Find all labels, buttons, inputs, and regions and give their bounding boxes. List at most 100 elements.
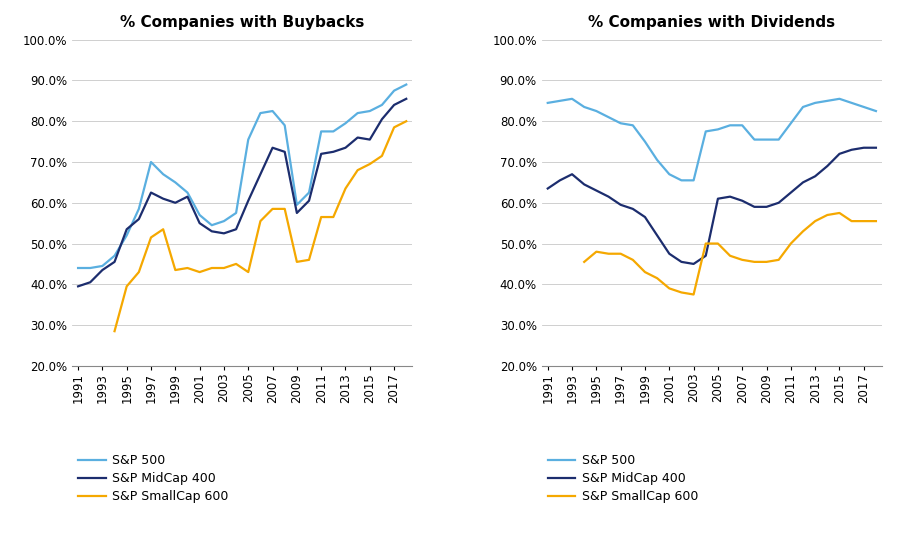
S&P SmallCap 600: [664, 285, 675, 292]
S&P MidCap 400: [688, 261, 699, 267]
S&P MidCap 400: [822, 163, 832, 169]
S&P 500: [316, 128, 327, 134]
S&P 500: [761, 136, 772, 143]
S&P 500: [255, 110, 266, 116]
S&P 500: [652, 157, 662, 163]
S&P 500: [737, 122, 748, 129]
S&P MidCap 400: [676, 259, 687, 265]
S&P MidCap 400: [279, 148, 290, 155]
S&P MidCap 400: [194, 220, 205, 226]
S&P MidCap 400: [627, 206, 638, 212]
S&P SmallCap 600: [846, 218, 857, 224]
S&P SmallCap 600: [859, 218, 869, 224]
S&P SmallCap 600: [194, 269, 205, 275]
S&P MidCap 400: [859, 145, 869, 151]
Title: % Companies with Dividends: % Companies with Dividends: [589, 15, 835, 30]
S&P 500: [400, 81, 411, 88]
S&P MidCap 400: [846, 146, 857, 153]
S&P SmallCap 600: [834, 210, 845, 216]
S&P 500: [870, 108, 881, 114]
S&P 500: [303, 189, 314, 196]
S&P 500: [158, 171, 168, 178]
S&P MidCap 400: [170, 200, 181, 206]
S&P MidCap 400: [870, 145, 881, 151]
S&P SmallCap 600: [870, 218, 881, 224]
S&P SmallCap 600: [279, 206, 290, 212]
S&P SmallCap 600: [158, 226, 168, 232]
S&P 500: [724, 122, 735, 129]
S&P 500: [567, 96, 578, 102]
Line: S&P MidCap 400: S&P MidCap 400: [78, 99, 406, 286]
S&P 500: [786, 120, 796, 126]
S&P SmallCap 600: [797, 228, 808, 235]
S&P 500: [616, 120, 626, 126]
Legend: S&P 500, S&P MidCap 400, S&P SmallCap 600: S&P 500, S&P MidCap 400, S&P SmallCap 60…: [78, 454, 229, 503]
S&P MidCap 400: [737, 197, 748, 204]
S&P MidCap 400: [303, 197, 314, 204]
S&P 500: [859, 104, 869, 110]
S&P 500: [122, 232, 132, 239]
S&P 500: [219, 218, 230, 224]
S&P 500: [97, 263, 108, 269]
S&P SmallCap 600: [133, 269, 144, 275]
S&P MidCap 400: [352, 134, 363, 141]
S&P MidCap 400: [761, 203, 772, 210]
S&P MidCap 400: [219, 230, 230, 237]
S&P MidCap 400: [567, 171, 578, 178]
S&P 500: [700, 128, 711, 134]
S&P 500: [554, 97, 565, 104]
S&P 500: [243, 136, 254, 143]
S&P SmallCap 600: [219, 265, 230, 271]
S&P 500: [352, 110, 363, 116]
S&P SmallCap 600: [724, 252, 735, 259]
S&P 500: [146, 159, 157, 165]
S&P MidCap 400: [146, 189, 157, 196]
S&P SmallCap 600: [713, 240, 724, 247]
Line: S&P 500: S&P 500: [78, 84, 406, 268]
Legend: S&P 500, S&P MidCap 400, S&P SmallCap 600: S&P 500, S&P MidCap 400, S&P SmallCap 60…: [548, 454, 698, 503]
S&P 500: [579, 104, 590, 110]
S&P MidCap 400: [664, 251, 675, 257]
S&P MidCap 400: [652, 232, 662, 239]
S&P 500: [749, 136, 760, 143]
S&P 500: [591, 108, 602, 114]
S&P SmallCap 600: [652, 275, 662, 281]
S&P 500: [822, 97, 832, 104]
S&P SmallCap 600: [182, 265, 193, 271]
S&P SmallCap 600: [700, 240, 711, 247]
S&P MidCap 400: [603, 194, 614, 200]
S&P 500: [85, 265, 95, 271]
S&P 500: [627, 122, 638, 129]
S&P MidCap 400: [834, 151, 845, 157]
S&P 500: [664, 171, 675, 178]
S&P 500: [810, 100, 821, 106]
S&P SmallCap 600: [773, 257, 784, 263]
S&P SmallCap 600: [786, 240, 796, 247]
S&P SmallCap 600: [737, 257, 748, 263]
S&P SmallCap 600: [316, 214, 327, 220]
S&P MidCap 400: [700, 252, 711, 259]
S&P 500: [773, 136, 784, 143]
S&P 500: [182, 189, 193, 196]
S&P SmallCap 600: [761, 259, 772, 265]
S&P MidCap 400: [389, 102, 400, 108]
S&P MidCap 400: [97, 267, 108, 273]
S&P 500: [279, 122, 290, 129]
S&P MidCap 400: [616, 202, 626, 208]
S&P SmallCap 600: [146, 234, 157, 240]
Line: S&P 500: S&P 500: [548, 99, 876, 180]
S&P 500: [846, 100, 857, 106]
S&P SmallCap 600: [267, 206, 278, 212]
S&P SmallCap 600: [627, 257, 638, 263]
S&P SmallCap 600: [616, 251, 626, 257]
S&P MidCap 400: [400, 96, 411, 102]
S&P 500: [340, 120, 351, 126]
S&P MidCap 400: [316, 151, 327, 157]
Line: S&P SmallCap 600: S&P SmallCap 600: [584, 213, 876, 294]
S&P MidCap 400: [122, 226, 132, 232]
S&P 500: [206, 222, 217, 229]
S&P SmallCap 600: [243, 269, 254, 275]
S&P MidCap 400: [182, 194, 193, 200]
Line: S&P MidCap 400: S&P MidCap 400: [548, 148, 876, 264]
S&P 500: [389, 88, 400, 94]
